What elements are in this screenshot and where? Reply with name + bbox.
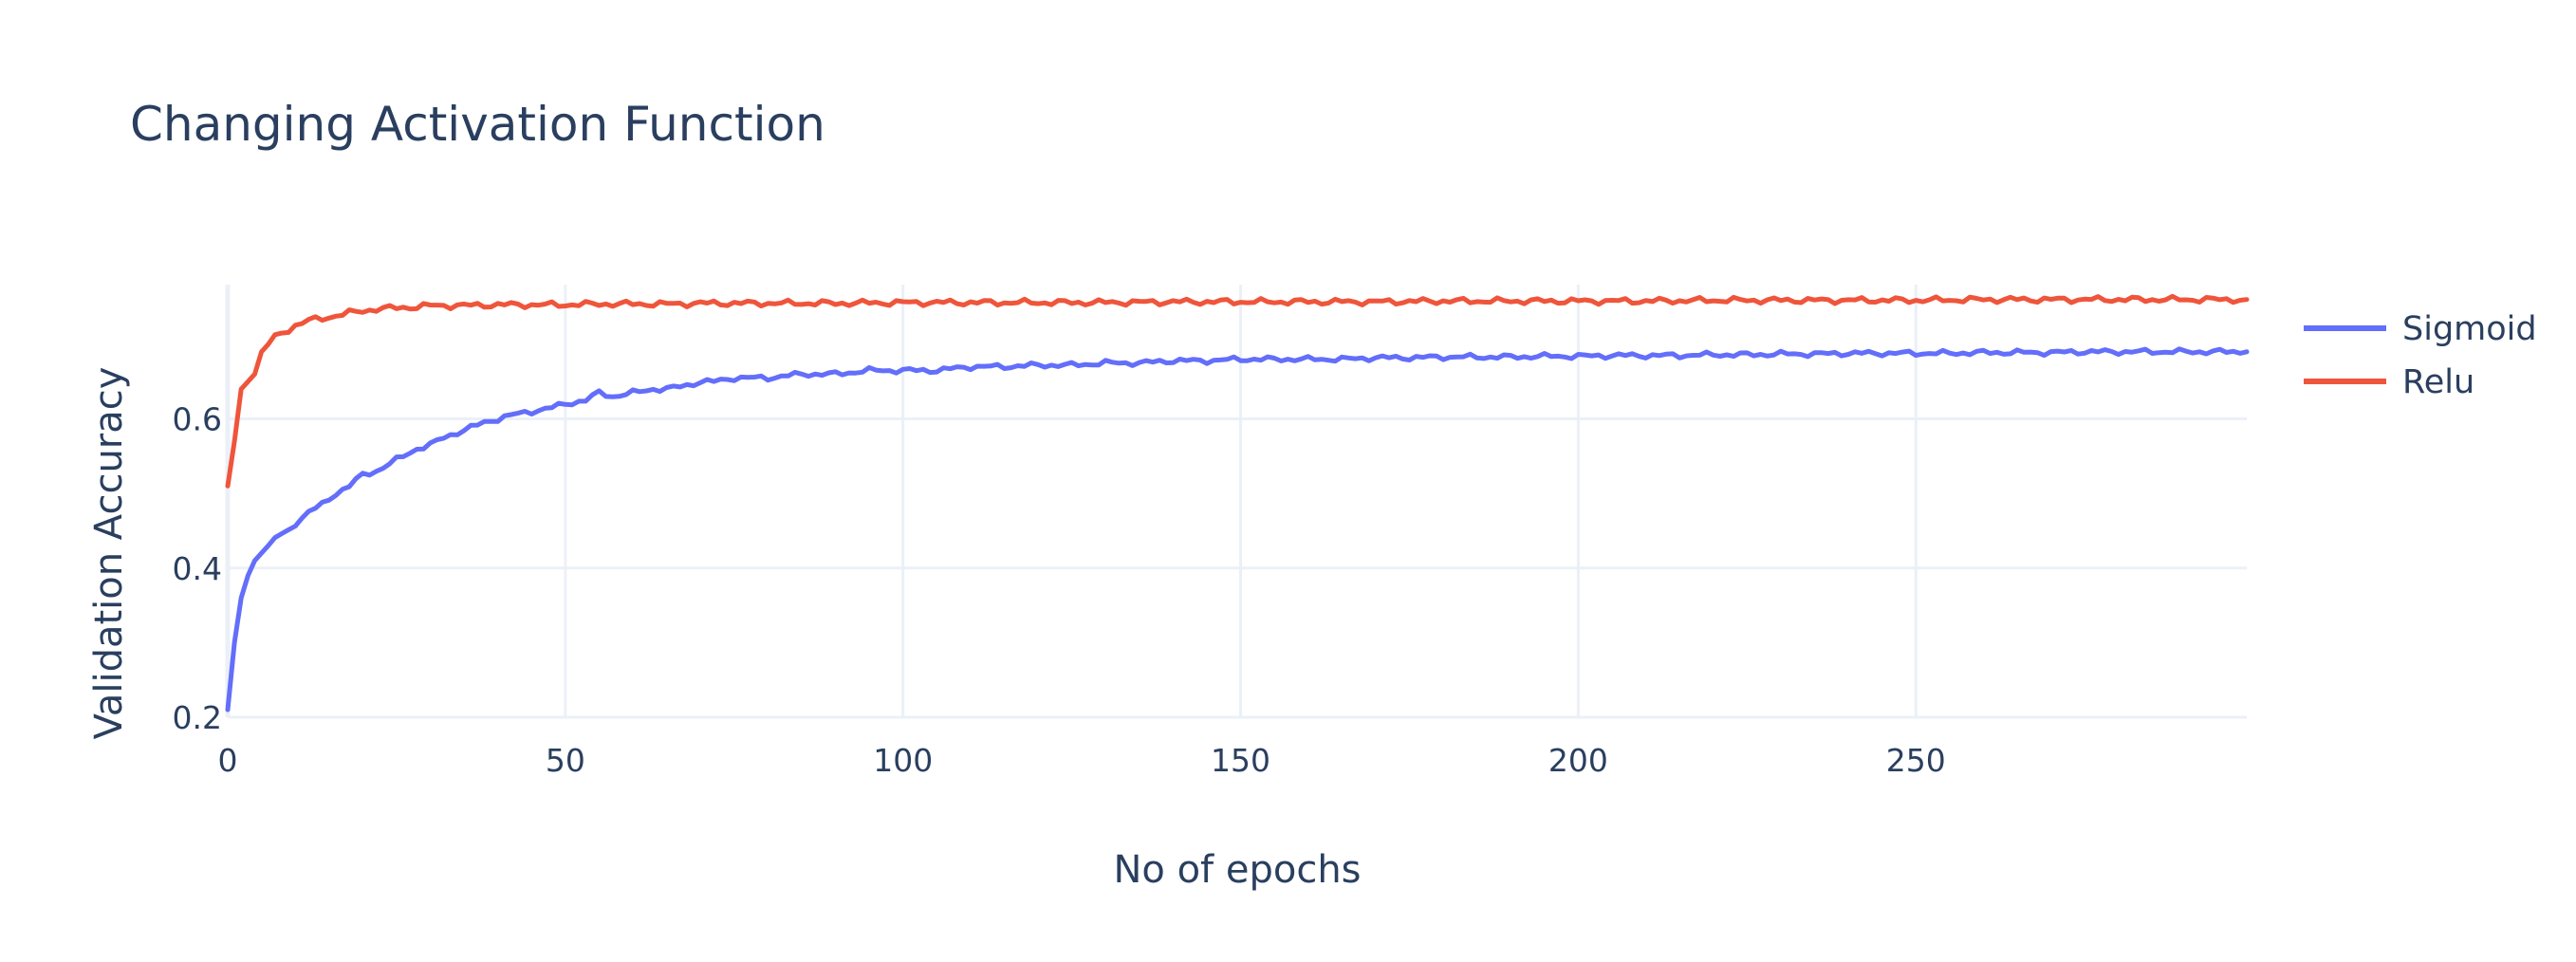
series-line-relu — [225, 293, 2250, 489]
x-tick-label: 200 — [1548, 742, 1608, 779]
x-tick-label: 50 — [546, 742, 585, 779]
y-tick-label: 0.6 — [173, 401, 222, 438]
chart-title: Changing Activation Function — [130, 97, 825, 152]
x-tick-label: 250 — [1886, 742, 1946, 779]
y-tick-label: 0.4 — [173, 550, 222, 587]
legend-item-relu[interactable]: Relu — [2304, 363, 2474, 401]
series-layer — [225, 293, 2250, 712]
legend-item-sigmoid[interactable]: Sigmoid — [2304, 310, 2537, 348]
y-tick-label: 0.2 — [173, 699, 222, 736]
series-line-sigmoid — [225, 346, 2250, 712]
x-tick-label: 100 — [873, 742, 933, 779]
legend[interactable]: Sigmoid Relu — [2304, 310, 2537, 401]
tick-labels: 0 50 100 150 200 250 0.2 0.4 0.6 — [173, 401, 1946, 779]
legend-label: Relu — [2402, 363, 2474, 401]
x-tick-label: 150 — [1211, 742, 1270, 779]
x-tick-label: 0 — [218, 742, 238, 779]
x-axis-title: No of epochs — [1113, 848, 1361, 892]
y-axis-title: Validation Accuracy — [87, 367, 131, 740]
legend-label: Sigmoid — [2402, 310, 2537, 348]
